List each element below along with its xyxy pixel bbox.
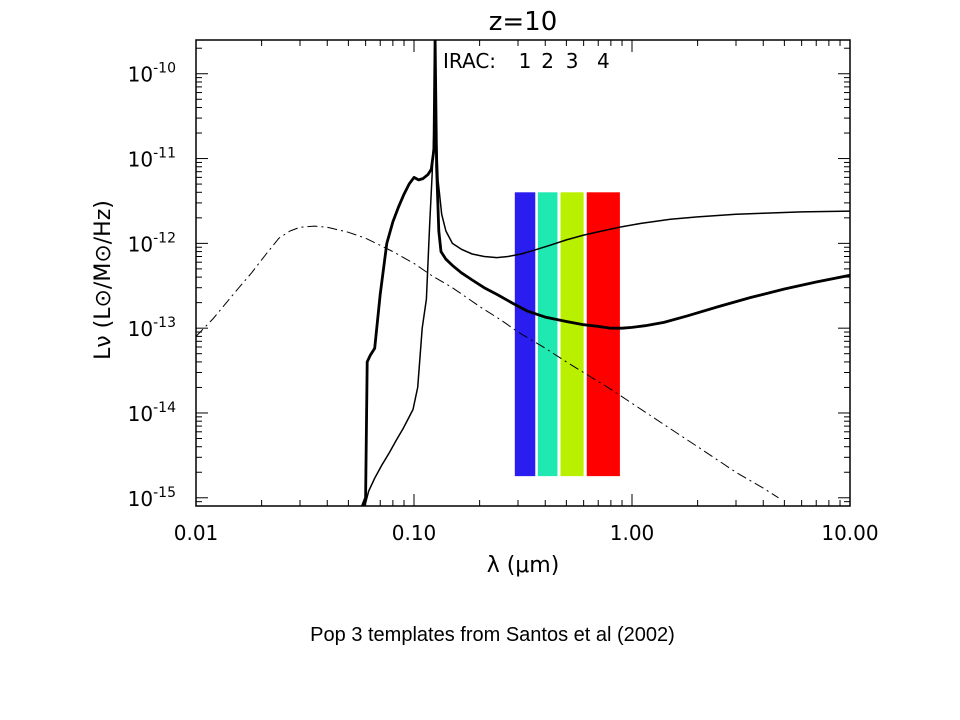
irac-band-label-4: 4	[597, 49, 610, 73]
irac-bands	[514, 192, 620, 477]
x-axis-label: λ (μm)	[487, 553, 560, 578]
figure-caption: Pop 3 templates from Santos et al (2002)	[310, 624, 675, 646]
y-tick-label: 10-12	[128, 230, 176, 256]
series-line-thin	[364, 58, 850, 506]
x-tick-label: 0.10	[392, 521, 437, 545]
irac-band-3	[560, 192, 584, 477]
sed-chart: z=10 0.01 0.10 1.00 10.00 10-10 10-11 10-12 10-…	[91, 7, 879, 578]
chart-title: z=10	[489, 7, 558, 37]
series-line-thick	[361, 40, 850, 506]
irac-band-label-3: 3	[566, 49, 579, 73]
x-tick-label: 10.00	[821, 521, 878, 545]
y-tick-label: 10-14	[128, 400, 176, 426]
axis-ticks: 0.01 0.10 1.00 10.00 10-10 10-11 10-12 10-13 10-…	[128, 40, 879, 545]
y-tick-label: 10-11	[128, 146, 176, 172]
y-tick-label: 10-13	[128, 315, 176, 341]
x-tick-label: 0.01	[174, 521, 219, 545]
y-tick-label: 10-10	[128, 61, 176, 87]
x-tick-label: 1.00	[610, 521, 655, 545]
irac-label: IRAC:	[443, 49, 496, 73]
y-tick-label: 10-15	[128, 485, 176, 511]
series-line-dashdot	[196, 225, 779, 499]
irac-labels: 1 2 3 4 IRAC:	[443, 49, 610, 73]
series-layer	[196, 40, 850, 506]
irac-band-4	[586, 192, 620, 477]
y-axis-label: Lν (L⊙/M⊙/Hz)	[91, 200, 116, 360]
irac-band-label-2: 2	[541, 49, 554, 73]
irac-band-2	[537, 192, 558, 477]
plot-frame	[195, 39, 851, 507]
irac-band-label-1: 1	[519, 49, 532, 73]
irac-band-1	[514, 192, 536, 477]
